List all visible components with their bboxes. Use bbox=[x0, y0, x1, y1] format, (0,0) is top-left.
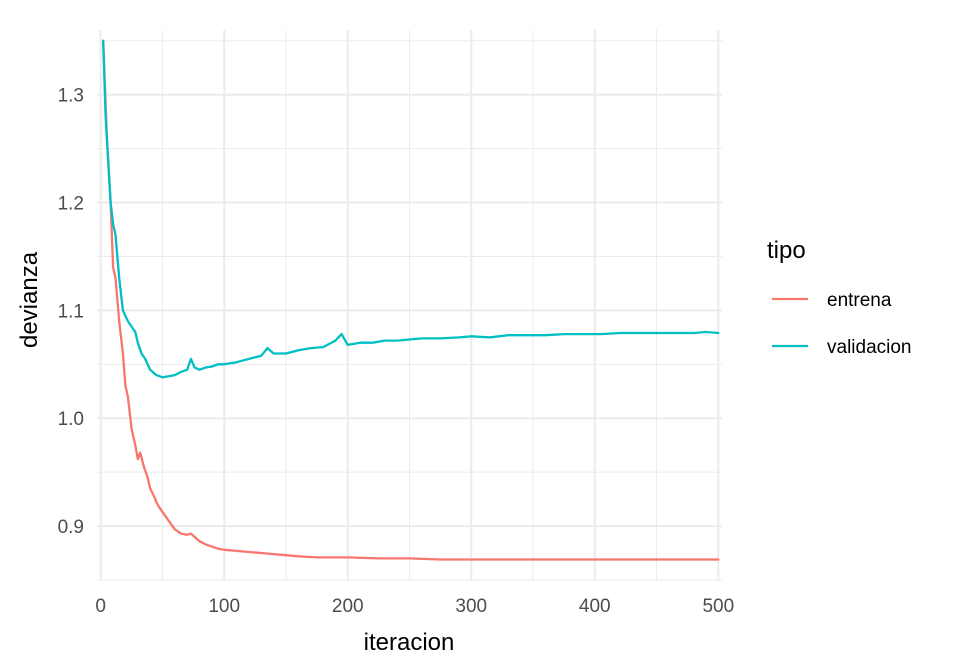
y-axis-title: devianza bbox=[16, 251, 43, 348]
legend: tipo entrena validacion bbox=[767, 237, 912, 358]
series-lines bbox=[102, 39, 720, 561]
x-tick-label: 400 bbox=[579, 596, 611, 617]
y-tick-label: 1.3 bbox=[58, 86, 84, 107]
x-tick-label: 100 bbox=[208, 596, 240, 617]
series-line-entrena bbox=[102, 39, 720, 561]
x-axis-tick-labels: 0 100 200 300 400 500 bbox=[95, 596, 734, 617]
major-gridlines bbox=[97, 30, 722, 580]
x-axis-title: iteracion bbox=[364, 629, 455, 656]
x-tick-label: 200 bbox=[332, 596, 364, 617]
series-line-validacion bbox=[102, 39, 720, 379]
y-axis-tick-labels: 0.9 1.0 1.1 1.2 1.3 bbox=[58, 86, 84, 538]
y-tick-label: 1.0 bbox=[58, 409, 84, 430]
y-tick-label: 1.2 bbox=[58, 194, 84, 215]
x-tick-label: 300 bbox=[455, 596, 487, 617]
x-tick-label: 500 bbox=[702, 596, 734, 617]
y-tick-label: 0.9 bbox=[58, 517, 84, 538]
y-tick-label: 1.1 bbox=[58, 301, 84, 322]
legend-label-entrena: entrena bbox=[827, 290, 892, 311]
x-tick-label: 0 bbox=[95, 596, 106, 617]
legend-items: entrena validacion bbox=[772, 290, 912, 358]
minor-gridlines bbox=[97, 30, 722, 581]
legend-title: tipo bbox=[767, 237, 806, 264]
legend-label-validacion: validacion bbox=[827, 337, 912, 358]
